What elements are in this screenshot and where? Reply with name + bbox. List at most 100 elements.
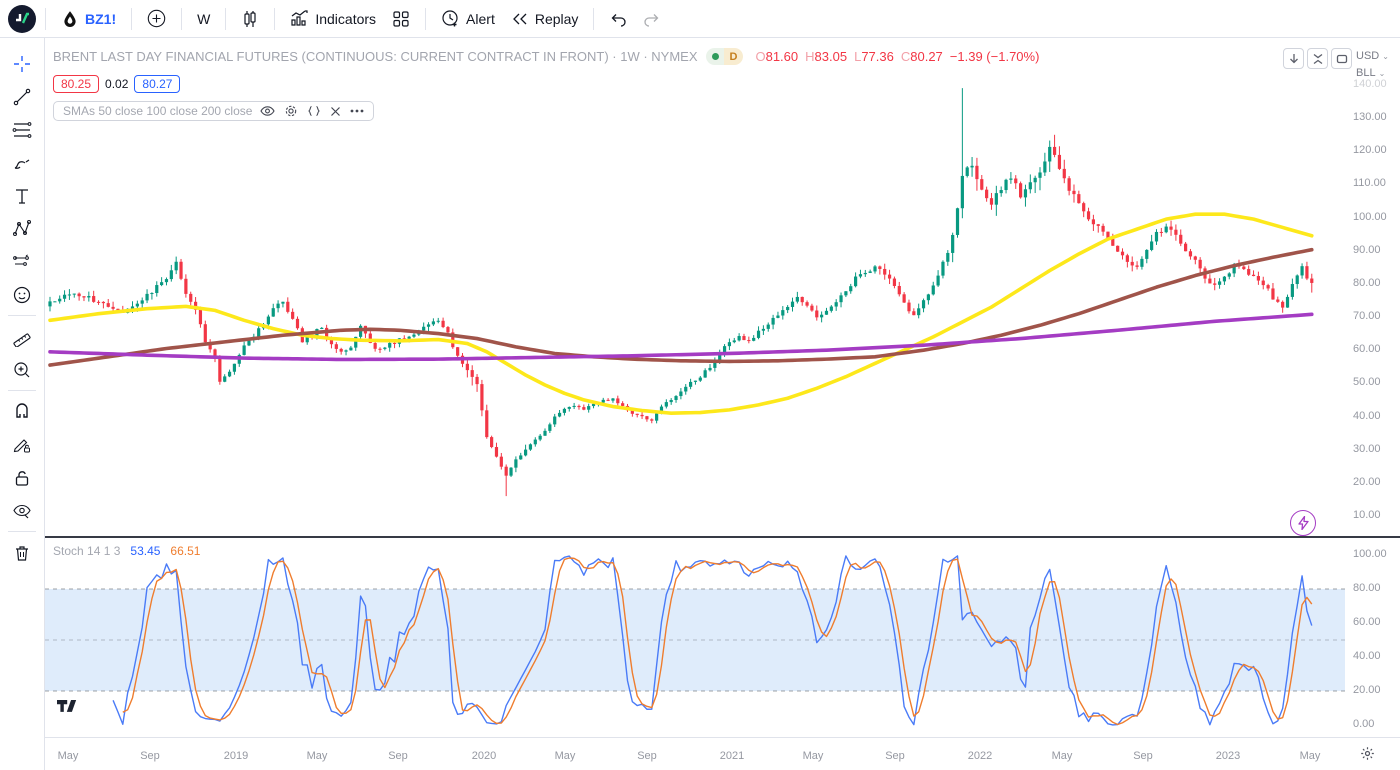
toolbar-separator — [181, 7, 183, 30]
low-label: L — [854, 49, 862, 64]
currency-selector[interactable]: USD ⌄ — [1356, 50, 1389, 62]
crosshair-icon[interactable] — [5, 47, 39, 80]
time-axis-label: May — [306, 750, 328, 762]
chart-stage[interactable]: BRENT LAST DAY FINANCIAL FUTURES (CONTIN… — [45, 38, 1400, 770]
price-axis-label: 90.00 — [1353, 243, 1381, 256]
lightning-icon — [1297, 516, 1309, 530]
price-axis-label: 40.00 — [1353, 409, 1381, 422]
panel-divider[interactable] — [45, 536, 1400, 538]
bid-ask-row: 80.25 0.02 80.27 — [53, 75, 1039, 93]
price-axis-label: 30.00 — [1353, 442, 1381, 455]
price-axis-label: 80.00 — [1353, 276, 1381, 289]
indicator-legend[interactable]: SMAs 50 close 100 close 200 close — [53, 101, 375, 121]
time-axis-label: 2023 — [1215, 750, 1241, 762]
drawing-edit-lock-icon[interactable] — [5, 428, 39, 461]
oil-drop-icon — [64, 10, 76, 27]
zoom-in-icon[interactable] — [5, 353, 39, 386]
undo-icon — [612, 13, 627, 27]
layout-grid-icon — [393, 10, 409, 27]
maximize-icon — [1336, 54, 1347, 63]
bid-price-button[interactable]: 80.25 — [53, 75, 100, 93]
price-chart-canvas[interactable] — [45, 38, 1345, 537]
scroll-to-recent-button[interactable] — [1283, 48, 1304, 69]
toolbar-separator — [45, 7, 46, 30]
replay-label: Replay — [534, 10, 579, 27]
hide-drawings-icon[interactable] — [5, 494, 39, 527]
interval-button[interactable]: W — [189, 7, 218, 31]
alert-clock-icon — [442, 10, 458, 27]
alert-label: Alert — [466, 10, 495, 27]
magnet-icon[interactable] — [5, 395, 39, 428]
time-axis-label: Sep — [388, 750, 408, 762]
compare-add-button[interactable] — [139, 5, 174, 32]
time-axis-label: Sep — [885, 750, 905, 762]
tradingview-logo-icon — [15, 12, 29, 24]
indicators-button[interactable]: Indicators — [282, 6, 384, 32]
remove-drawings-icon[interactable] — [5, 536, 39, 569]
redo-icon — [644, 13, 659, 27]
source-code-icon[interactable] — [307, 105, 321, 117]
xabcd-pattern-icon[interactable] — [5, 212, 39, 245]
open-value: 81.60 — [765, 49, 799, 64]
open-label: O — [755, 49, 766, 64]
time-axis-label: 2020 — [471, 750, 497, 762]
unit-label: BLL — [1356, 67, 1376, 79]
collapse-pane-button[interactable] — [1307, 48, 1328, 69]
stoch-axis-label: 20.00 — [1353, 684, 1381, 696]
price-axis-label: 140.00 — [1353, 77, 1387, 90]
time-axis-label: May — [802, 750, 824, 762]
emoji-icon[interactable] — [5, 278, 39, 311]
tradingview-logo[interactable] — [8, 4, 36, 33]
redo-button[interactable] — [635, 7, 669, 31]
toolbar-separator — [425, 7, 427, 30]
indicator-templates-button[interactable] — [384, 6, 418, 32]
brush-icon[interactable] — [5, 146, 39, 179]
indicators-icon — [291, 9, 308, 26]
toolbar-separator — [274, 7, 276, 30]
symbol-title[interactable]: BRENT LAST DAY FINANCIAL FUTURES (CONTIN… — [53, 49, 698, 64]
time-axis-label: May — [1299, 750, 1321, 762]
high-label: H — [805, 49, 815, 64]
chart-header: BRENT LAST DAY FINANCIAL FUTURES (CONTIN… — [53, 48, 1039, 121]
interval-label: W — [197, 10, 211, 27]
lock-all-icon[interactable] — [5, 461, 39, 494]
stoch-k-value: 53.45 — [130, 544, 161, 558]
trend-line-icon[interactable] — [5, 80, 39, 113]
fib-retracement-icon[interactable] — [5, 113, 39, 146]
alert-button[interactable]: Alert — [433, 5, 503, 32]
close-icon[interactable] — [330, 106, 341, 117]
low-value: 77.36 — [861, 49, 894, 64]
symbol-search-button[interactable]: BZ1! — [53, 6, 124, 32]
forecast-icon[interactable] — [5, 245, 39, 278]
chart-type-button[interactable] — [233, 6, 267, 32]
gear-icon[interactable] — [284, 104, 298, 118]
ruler-icon[interactable] — [5, 320, 39, 353]
indicator-legend-label: SMAs 50 close 100 close 200 close — [63, 104, 253, 118]
instant-trading-button[interactable] — [1290, 510, 1316, 536]
text-icon[interactable] — [5, 179, 39, 212]
undo-button[interactable] — [601, 7, 635, 31]
chevron-down-icon: ⌄ — [1378, 68, 1386, 78]
maximize-pane-button[interactable] — [1331, 48, 1352, 69]
tradingview-watermark-icon[interactable] — [57, 700, 87, 723]
stoch-legend[interactable]: Stoch 14 1 3 53.45 66.51 — [53, 544, 200, 558]
eye-icon[interactable] — [260, 105, 276, 117]
more-options-icon[interactable] — [350, 109, 364, 113]
chevron-down-icon: ⌄ — [1382, 51, 1389, 61]
price-axis-label: 10.00 — [1353, 509, 1381, 521]
time-axis-label: 2021 — [719, 750, 745, 762]
spread-value: 0.02 — [105, 77, 129, 91]
market-status-badge[interactable]: D — [705, 48, 744, 65]
pane-controls — [1283, 48, 1352, 69]
replay-button[interactable]: Replay — [503, 7, 587, 31]
axis-settings-gear-icon[interactable] — [1360, 746, 1375, 766]
time-axis-label: 2022 — [967, 750, 993, 762]
unit-selector[interactable]: BLL ⌄ — [1356, 67, 1389, 79]
stoch-panel-canvas[interactable] — [45, 537, 1345, 737]
toolbar-separator — [593, 7, 595, 30]
time-axis-label: Sep — [140, 750, 160, 762]
ask-price-button[interactable]: 80.27 — [134, 75, 181, 93]
high-value: 83.05 — [814, 49, 848, 64]
stoch-d-value: 66.51 — [170, 544, 201, 558]
toolbar-divider — [8, 531, 36, 532]
